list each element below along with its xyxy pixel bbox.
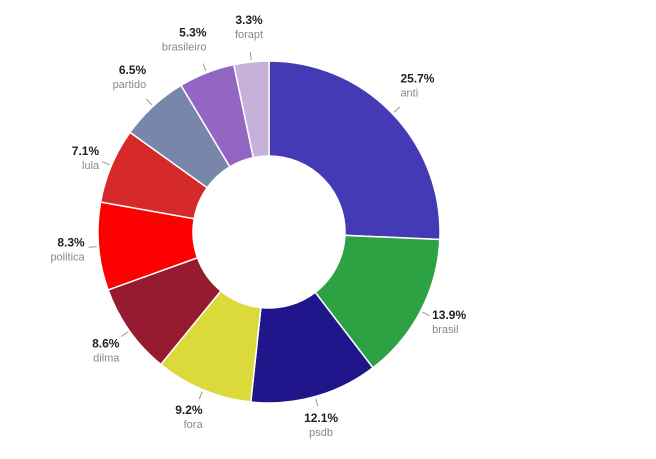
category-label-dilma: dilma (93, 352, 120, 364)
percent-label-psdb: 12.1% (304, 411, 338, 425)
slice-anti (268, 60, 441, 241)
leader-line-brasileiro (202, 63, 207, 72)
percent-label-brasileiro: 5.3% (179, 25, 207, 39)
leader-line-politica (88, 246, 97, 248)
category-label-psdb: psdb (309, 427, 333, 439)
percent-label-politica: 8.3% (57, 235, 85, 249)
percent-label-fora: 9.2% (175, 403, 203, 417)
percent-label-lula: 7.1% (72, 144, 100, 158)
category-label-brasileiro: brasileiro (162, 41, 207, 53)
leader-line-fora (198, 391, 203, 400)
category-label-forapt: forapt (235, 29, 263, 41)
leader-line-lula (102, 161, 110, 166)
category-label-partido: partido (113, 79, 147, 91)
slice-forapt (232, 60, 270, 159)
category-label-anti: anti (400, 88, 418, 100)
leader-line-dilma (120, 331, 129, 337)
leader-line-partido (145, 98, 153, 106)
leader-line-anti (393, 106, 401, 113)
category-label-fora: fora (184, 419, 204, 431)
category-label-brasil: brasil (432, 324, 458, 336)
slices (97, 60, 441, 404)
percent-label-dilma: 8.6% (92, 336, 120, 350)
category-label-lula: lula (82, 160, 100, 172)
percent-label-partido: 6.5% (119, 63, 147, 77)
leader-line-forapt (249, 51, 252, 60)
category-label-politica: politica (50, 251, 85, 263)
percent-label-forapt: 3.3% (235, 13, 263, 27)
slice-labels: 25.7% anti 13.9% brasil 12.1% psdb 9.2% fora 8.6… (50, 13, 466, 439)
percent-label-anti: 25.7% (400, 72, 434, 86)
percent-label-brasil: 13.9% (432, 308, 466, 322)
leader-line-brasil (422, 311, 430, 317)
leader-line-psdb (315, 398, 319, 407)
